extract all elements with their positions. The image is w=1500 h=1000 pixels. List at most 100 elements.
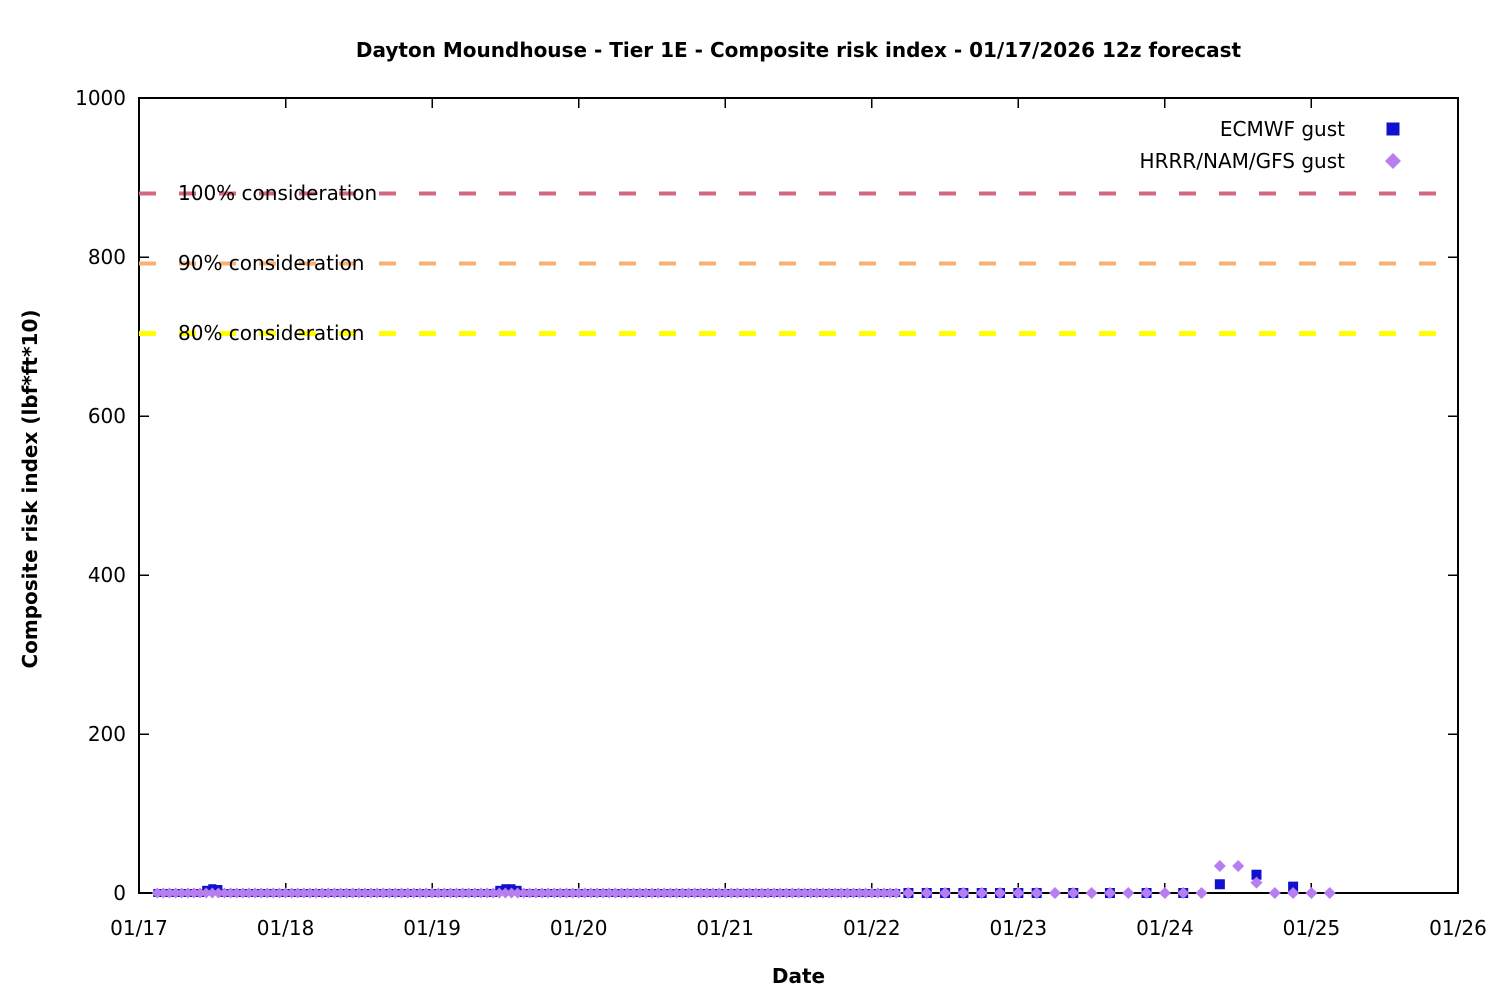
data-point-hrrr-nam-gfs [383, 887, 395, 899]
data-point-hrrr-nam-gfs [805, 887, 817, 899]
data-point-hrrr-nam-gfs [628, 887, 640, 899]
data-point-hrrr-nam-gfs [884, 887, 896, 899]
data-point-hrrr-nam-gfs [567, 887, 579, 899]
data-point-hrrr-nam-gfs [829, 887, 841, 899]
x-tick-label: 01/26 [1429, 916, 1487, 940]
data-point-hrrr-nam-gfs [457, 887, 469, 899]
data-point-hrrr-nam-gfs [603, 887, 615, 899]
data-point-hrrr-nam-gfs [304, 887, 316, 899]
y-tick-label: 800 [88, 245, 126, 269]
data-point-hrrr-nam-gfs [780, 887, 792, 899]
data-point-hrrr-nam-gfs [243, 887, 255, 899]
data-point-hrrr-nam-gfs [695, 887, 707, 899]
data-point-hrrr-nam-gfs [1287, 887, 1300, 899]
x-axis-label: Date [771, 964, 826, 988]
data-point-hrrr-nam-gfs [469, 887, 481, 899]
data-point-hrrr-nam-gfs [487, 887, 499, 899]
data-point-hrrr-nam-gfs [463, 887, 475, 899]
data-point-hrrr-nam-gfs [591, 887, 603, 899]
data-point-hrrr-nam-gfs [847, 887, 859, 899]
data-point-hrrr-nam-gfs [957, 887, 970, 899]
data-point-hrrr-nam-gfs [493, 887, 505, 899]
data-point-hrrr-nam-gfs [451, 887, 463, 899]
x-tick-label: 01/24 [1136, 916, 1194, 940]
data-point-hrrr-nam-gfs [347, 887, 359, 899]
data-point-hrrr-nam-gfs [713, 887, 725, 899]
data-point-hrrr-nam-gfs [1103, 887, 1116, 899]
data-point-hrrr-nam-gfs [499, 887, 511, 899]
data-point-hrrr-nam-gfs [707, 887, 719, 899]
data-point-hrrr-nam-gfs [408, 887, 420, 899]
data-point-hrrr-nam-gfs [701, 887, 713, 899]
x-tick-label: 01/20 [550, 916, 608, 940]
data-point-hrrr-nam-gfs [151, 887, 163, 899]
x-tick-label: 01/22 [843, 916, 901, 940]
data-point-hrrr-nam-gfs [341, 887, 353, 899]
data-point-hrrr-nam-gfs [200, 887, 212, 899]
data-point-hrrr-nam-gfs [298, 887, 310, 899]
data-point-hrrr-nam-gfs [554, 887, 566, 899]
data-point-hrrr-nam-gfs [939, 887, 952, 899]
data-point-hrrr-nam-gfs [548, 887, 560, 899]
data-point-hrrr-nam-gfs [811, 887, 823, 899]
data-point-hrrr-nam-gfs [817, 887, 829, 899]
data-point-hrrr-nam-gfs [725, 887, 737, 899]
x-tick-label: 01/25 [1283, 916, 1341, 940]
data-point-hrrr-nam-gfs [176, 887, 188, 899]
y-tick-label: 600 [88, 404, 126, 428]
data-point-hrrr-nam-gfs [1030, 887, 1043, 899]
refline-label-100pct: 100% consideration [178, 181, 378, 206]
data-point-hrrr-nam-gfs [475, 887, 487, 899]
data-point-hrrr-nam-gfs [920, 887, 933, 899]
data-point-hrrr-nam-gfs [194, 887, 206, 899]
data-point-hrrr-nam-gfs [237, 887, 249, 899]
y-tick-label: 200 [88, 722, 126, 746]
legend-entry-ecmwf: ECMWF gust [1219, 117, 1345, 141]
chart-title: Dayton Moundhouse - Tier 1E - Composite … [355, 38, 1242, 62]
y-axis-label: Composite risk index (lbf*ft*10) [18, 309, 42, 669]
data-point-hrrr-nam-gfs [218, 887, 230, 899]
data-point-hrrr-nam-gfs [975, 887, 988, 899]
data-point-hrrr-nam-gfs [536, 887, 548, 899]
data-point-hrrr-nam-gfs [823, 887, 835, 899]
data-point-hrrr-nam-gfs [676, 887, 688, 899]
data-point-hrrr-nam-gfs [359, 887, 371, 899]
data-point-hrrr-nam-gfs [890, 887, 902, 899]
data-point-hrrr-nam-gfs [444, 887, 456, 899]
data-point-hrrr-nam-gfs [316, 887, 328, 899]
plot-frame [138, 97, 1459, 894]
data-point-hrrr-nam-gfs [365, 887, 377, 899]
data-point-hrrr-nam-gfs [231, 887, 243, 899]
data-point-hrrr-nam-gfs [389, 887, 401, 899]
x-tick-label: 01/18 [257, 916, 315, 940]
data-point-ecmwf [1214, 879, 1225, 890]
data-point-hrrr-nam-gfs [420, 887, 432, 899]
data-point-hrrr-nam-gfs [762, 887, 774, 899]
data-point-hrrr-nam-gfs [646, 887, 658, 899]
x-tick-label: 01/17 [110, 916, 168, 940]
data-point-hrrr-nam-gfs [854, 887, 866, 899]
data-point-hrrr-nam-gfs [750, 887, 762, 899]
data-point-hrrr-nam-gfs [426, 887, 438, 899]
data-point-hrrr-nam-gfs [188, 887, 200, 899]
data-point-hrrr-nam-gfs [683, 887, 695, 899]
data-point-hrrr-nam-gfs [994, 887, 1007, 899]
data-point-hrrr-nam-gfs [438, 887, 450, 899]
data-point-hrrr-nam-gfs [524, 887, 536, 899]
data-point-hrrr-nam-gfs [402, 887, 414, 899]
data-point-hrrr-nam-gfs [310, 887, 322, 899]
y-tick-label: 0 [113, 881, 126, 905]
data-point-hrrr-nam-gfs [157, 887, 169, 899]
legend-marker-hrrr-diamond-icon [1385, 153, 1401, 169]
data-point-hrrr-nam-gfs [1268, 887, 1281, 899]
data-point-hrrr-nam-gfs [505, 887, 517, 899]
data-point-hrrr-nam-gfs [322, 887, 334, 899]
data-point-hrrr-nam-gfs [225, 887, 237, 899]
data-point-hrrr-nam-gfs [255, 887, 267, 899]
data-point-hrrr-nam-gfs [902, 887, 915, 899]
data-point-hrrr-nam-gfs [273, 887, 285, 899]
data-point-hrrr-nam-gfs [689, 887, 701, 899]
data-point-ecmwf [1251, 869, 1262, 880]
legend-marker-ecmwf-square-icon [1386, 122, 1400, 136]
data-point-hrrr-nam-gfs [267, 887, 279, 899]
